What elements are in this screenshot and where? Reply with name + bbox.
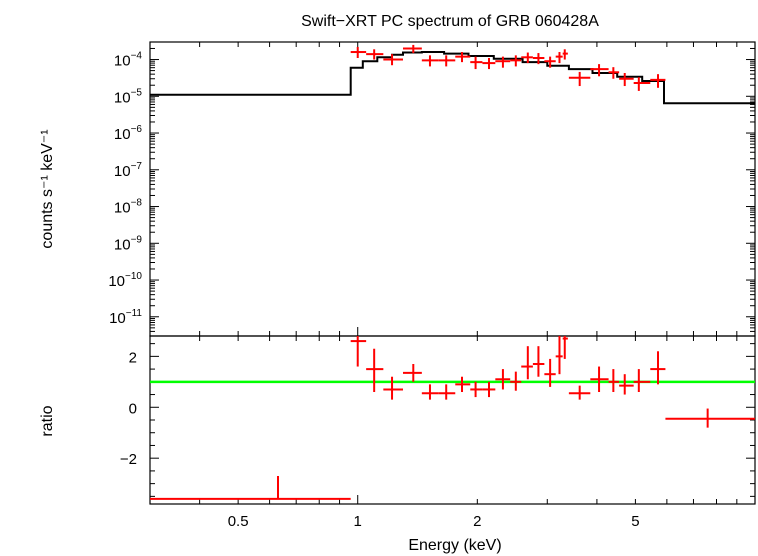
- spectrum-y-tick-label: 10−8: [114, 198, 143, 217]
- spectrum-panel: counts s⁻¹ keV⁻¹: [39, 41, 756, 337]
- ratio-y-tick-label: −2: [120, 451, 137, 468]
- x-axis-label: Energy (keV): [408, 537, 501, 554]
- ratio-y-axis-label: ratio: [39, 405, 56, 436]
- chart-title: Swift−XRT PC spectrum of GRB 060428A: [301, 13, 599, 30]
- x-tick-label: 1: [354, 513, 362, 530]
- x-tick-label: 2: [473, 513, 481, 530]
- spectrum-y-tick-label: 10−11: [109, 308, 142, 327]
- spectrum-y-tick-label: 10−5: [114, 87, 143, 106]
- ratio-y-tick-label: 0: [129, 400, 137, 417]
- chart-marks: 10−4 10−5 10−6 10−7 10−8 10−9 10−10 10−11 0.5 1 2 5…: [108, 42, 756, 530]
- model-step-line: [150, 51, 755, 105]
- spectrum-y-tick-label: 10−9: [114, 234, 143, 253]
- ratio-panel: ratio Energy (keV): [39, 335, 756, 554]
- ratio-y-tick-label: 2: [129, 349, 137, 366]
- spectrum-y-tick-label: 10−4: [114, 51, 143, 70]
- ratio-plot-frame: [149, 335, 756, 505]
- spectrum-y-tick-label: 10−10: [108, 271, 142, 290]
- spectrum-y-tick-label: 10−7: [114, 161, 143, 180]
- x-tick-label: 5: [631, 513, 639, 530]
- spectrum-y-tick-label: 10−6: [114, 124, 143, 143]
- spectrum-y-axis-label: counts s⁻¹ keV⁻¹: [39, 129, 56, 248]
- x-tick-label: 0.5: [228, 513, 249, 530]
